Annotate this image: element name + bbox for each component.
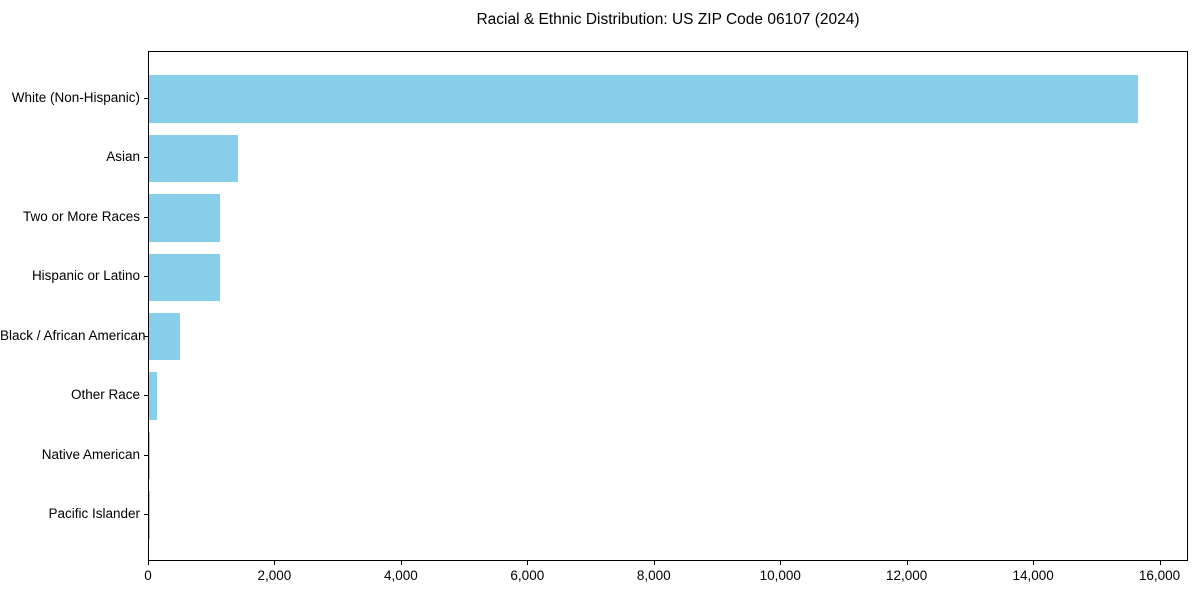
bar: [149, 431, 150, 480]
y-axis-tick: [144, 395, 148, 397]
x-axis-label: 0: [144, 568, 152, 583]
x-axis-tick: [1159, 561, 1161, 565]
y-axis-tick: [144, 454, 148, 456]
y-axis-tick: [144, 157, 148, 159]
y-axis-tick: [144, 216, 148, 218]
bar: [149, 253, 221, 302]
x-axis-tick: [400, 561, 402, 565]
y-axis-tick: [144, 276, 148, 278]
x-axis-tick: [148, 561, 149, 565]
y-axis-label: Hispanic or Latino: [31, 268, 140, 284]
x-axis-label: 12,000: [886, 568, 928, 583]
y-axis-label: Native American: [41, 446, 140, 462]
bar: [149, 372, 157, 420]
x-axis-tick: [274, 561, 276, 565]
y-axis-tick: [144, 335, 148, 337]
bar: [149, 75, 1138, 123]
x-axis-label: 8,000: [636, 568, 671, 583]
y-axis-label: Asian: [106, 149, 140, 165]
x-axis-tick: [906, 561, 908, 565]
chart-title: Racial & Ethnic Distribution: US ZIP Cod…: [476, 11, 860, 28]
y-axis-tick: [144, 514, 148, 516]
x-axis-label: 6,000: [510, 568, 545, 583]
plot-area: [148, 51, 1188, 561]
x-axis-tick: [527, 561, 529, 565]
x-axis-label: 2,000: [257, 568, 292, 583]
x-axis-tick: [653, 561, 655, 565]
x-axis-label: 14,000: [1012, 568, 1054, 583]
y-axis-label: Pacific Islander: [48, 506, 140, 522]
x-axis-label: 4,000: [383, 568, 418, 583]
x-axis-label: 16,000: [1138, 568, 1181, 583]
bar: [149, 134, 238, 183]
bar: [149, 312, 180, 361]
y-axis-label: Two or More Races: [22, 208, 140, 224]
bar: [149, 194, 220, 242]
x-axis-label: 10,000: [759, 568, 801, 583]
y-axis-tick: [144, 97, 148, 99]
y-axis-label: Other Race: [70, 387, 140, 403]
x-axis-tick: [780, 561, 782, 565]
y-axis-label: Black / African American: [0, 327, 146, 343]
y-axis-label: White (Non-Hispanic): [11, 89, 140, 105]
x-axis-tick: [1033, 561, 1035, 565]
